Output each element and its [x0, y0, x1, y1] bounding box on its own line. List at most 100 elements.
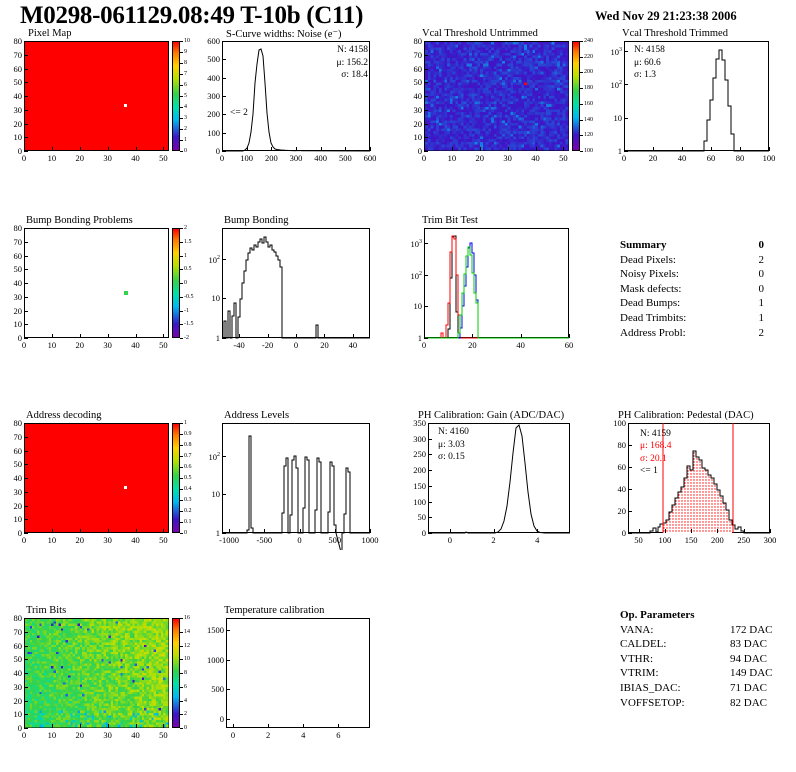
y-tick-label: 102	[208, 451, 221, 462]
y-tick-label: 350	[413, 418, 426, 428]
colorbar-tick	[180, 118, 183, 119]
y-tick	[428, 517, 432, 519]
x-tick	[320, 147, 322, 151]
x-tick	[51, 529, 53, 533]
op-value: 172 DAC	[730, 623, 773, 636]
y-tick	[24, 686, 28, 688]
x-tick-label: 50	[159, 340, 168, 350]
x-tick	[472, 334, 474, 338]
x-tick	[163, 334, 165, 338]
colorbar-label: 220	[584, 53, 593, 60]
y-tick	[24, 436, 28, 438]
colorbar-label: 2	[184, 225, 187, 231]
timestamp: Wed Nov 29 21:23:38 2006	[595, 9, 737, 23]
y-tick	[424, 41, 428, 42]
summary-label: Noisy Pixels:	[620, 268, 679, 281]
colorbar-tick	[180, 467, 183, 468]
y-tick-label: 103	[410, 238, 423, 249]
colorbar-tick	[180, 107, 183, 108]
y-tick-label: 500	[211, 684, 224, 695]
y-tick-label: 60	[13, 63, 23, 74]
summary-row-address-probl: Address Probl: 2	[620, 326, 790, 341]
summary-row-dead-trimbits: Dead Trimbits: 1	[620, 311, 790, 326]
y-tick	[424, 109, 428, 111]
colorbar-label: 240	[584, 38, 593, 44]
colorbar-tick	[180, 52, 183, 53]
y-tick-label: 50	[13, 77, 23, 88]
y-tick-label: 20	[617, 506, 627, 516]
x-tick-label: 40	[531, 153, 540, 163]
stat-n: N: 4159	[640, 429, 671, 439]
x-tick-label: 250	[737, 535, 751, 545]
x-tick-label: 0	[21, 340, 27, 350]
x-tick	[268, 724, 270, 728]
x-tick-label: 600	[363, 153, 377, 163]
panel-vcal-untrimmed: Vcal Threshold Untrimmed	[400, 28, 596, 163]
y-tick-label: 1500	[207, 624, 224, 635]
y-tick-label: 10	[13, 514, 23, 525]
x-tick-label: 300	[763, 535, 777, 545]
y-tick	[428, 533, 432, 534]
stat-n: N: 4160	[438, 427, 469, 437]
colorbar-label: 7	[184, 71, 187, 77]
colorbar-label: 8	[184, 60, 187, 66]
y-tick	[628, 489, 632, 490]
x-tick-label: 4	[535, 535, 540, 545]
colorbar-tick	[180, 296, 183, 298]
y-tick	[24, 645, 28, 647]
y-tick-label: 80	[13, 418, 23, 428]
y-tick-label: 60	[413, 63, 423, 74]
x-tick-label: 20	[75, 535, 85, 545]
x-tick	[296, 334, 297, 338]
panel-pixel-map: Pixel Map	[0, 28, 196, 163]
colorbar-label: 200	[584, 69, 593, 76]
y-tick	[24, 109, 28, 111]
ph-pedestal-stat-n: N: 4159	[640, 428, 671, 441]
colorbar-label: 12	[184, 642, 190, 649]
y-tick-label: 70	[13, 626, 23, 637]
y-tick	[222, 77, 226, 79]
x-tick	[24, 529, 25, 533]
colorbar-label: -1	[184, 307, 189, 314]
colorbar-tick	[180, 151, 183, 152]
y-tick	[24, 82, 28, 84]
colorbar-tick	[180, 511, 183, 512]
x-tick	[79, 529, 81, 533]
x-tick-label: 30	[103, 730, 112, 740]
stat-sigma: σ: 18.4	[341, 70, 368, 80]
y-tick	[428, 470, 432, 472]
colorbar-tick	[180, 500, 183, 501]
x-tick-label: 20	[468, 340, 477, 350]
x-tick	[449, 529, 451, 533]
y-tick	[24, 533, 28, 534]
y-tick	[222, 41, 226, 42]
colorbar-label: 10	[184, 38, 190, 44]
x-tick	[711, 147, 712, 151]
colorbar-tick	[580, 135, 583, 137]
colorbar-label: 6	[184, 82, 187, 88]
summary-row-dead-pixels: Dead Pixels: 2	[620, 253, 790, 268]
y-tick	[424, 274, 428, 276]
x-tick-label: 40	[516, 340, 525, 350]
x-tick-label: 20	[648, 153, 658, 163]
x-tick-label: 0	[230, 730, 236, 740]
y-tick	[24, 96, 28, 97]
y-tick	[24, 137, 28, 139]
colorbar-tick	[180, 631, 183, 633]
y-tick-label: 40	[13, 668, 23, 678]
colorbar-label: -1.5	[184, 321, 194, 328]
y-tick	[428, 501, 432, 503]
y-tick	[424, 137, 428, 139]
y-tick	[24, 151, 28, 152]
y-tick-label: 20	[413, 118, 423, 129]
x-tick-label: 40	[131, 535, 140, 545]
x-tick	[239, 334, 241, 338]
y-tick	[24, 618, 28, 619]
x-tick	[163, 529, 165, 533]
colorbar-tick	[180, 85, 183, 86]
panel-bump-bonding: Bump Bonding	[196, 215, 396, 355]
x-tick-label: 50	[559, 153, 568, 163]
panel-temperature: Temperature calibration	[196, 605, 396, 745]
x-tick	[743, 529, 745, 533]
y-tick	[24, 283, 28, 284]
